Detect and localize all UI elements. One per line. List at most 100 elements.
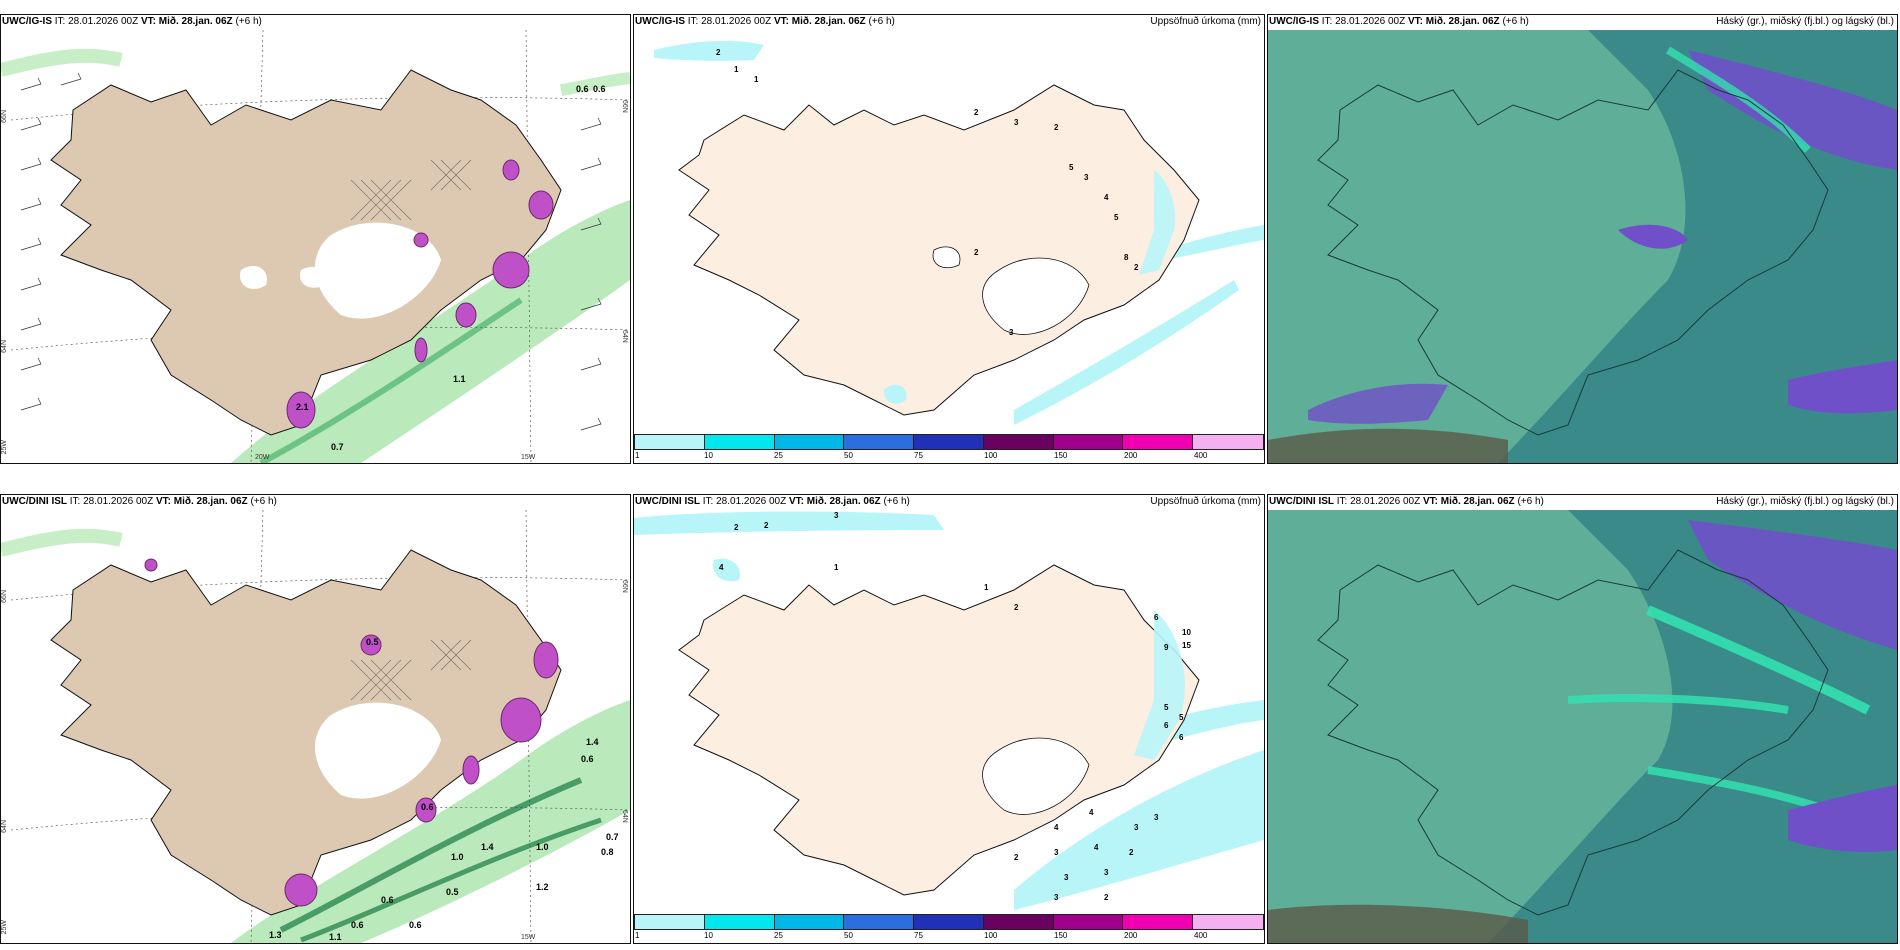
panel-frame (633, 14, 1265, 464)
legend-label: 75 (914, 451, 923, 460)
vt-value: Mið. 28.jan. 06Z (1440, 496, 1515, 507)
map-wind-precip[interactable]: 0.6 0.6 1.1 0.7 2.1 66N 64N 25W 20W 15W … (1, 30, 630, 463)
model-name: UWC/IG-IS (1269, 16, 1319, 27)
value-label: 2 (1134, 263, 1139, 272)
legend-label: 10 (704, 451, 713, 460)
value-label: 1 (754, 75, 759, 84)
value-label: 5 (1114, 213, 1119, 222)
legend-cell (1193, 435, 1264, 449)
legend-cell (1123, 915, 1194, 929)
map-wind-precip[interactable]: 0.5 0.6 1.4 0.6 1.0 1.0 0.8 0.7 0.5 0.6 … (1, 510, 630, 943)
panel-title-right: Uppsöfnuð úrkoma (mm) (1150, 496, 1261, 507)
legend-label: 50 (844, 931, 853, 940)
legend-cell (635, 435, 705, 449)
panel-header: UWC/DINI ISL IT: 28.01.2026 00Z VT: Mið.… (633, 494, 910, 510)
value-label: 4 (1104, 193, 1109, 202)
panel-top-right: UWC/IG-IS IT: 28.01.2026 00Z VT: Mið. 28… (1267, 14, 1898, 464)
map-precip-accum[interactable]: 2 2 3 4 1 1 2 6 9 10 15 5 5 6 6 4 4 3 3 … (634, 510, 1264, 910)
value-label: 0.6 (351, 920, 364, 930)
offset-label: (+6 h) (250, 496, 277, 507)
panel-frame (1267, 494, 1898, 944)
value-label: 10 (1182, 628, 1191, 637)
model-name: UWC/DINI ISL (1269, 496, 1334, 507)
value-label: 1.0 (536, 842, 549, 852)
value-label: 1.0 (451, 852, 464, 862)
value-label: 3 (1104, 868, 1109, 877)
legend-bar (634, 434, 1264, 450)
legend-cell (844, 435, 915, 449)
value-label: 2 (1129, 848, 1134, 857)
legend-cell (1053, 435, 1124, 449)
legend-label: 50 (844, 451, 853, 460)
legend-label: 100 (984, 451, 998, 460)
vt-label: VT: (155, 496, 171, 507)
lon-label-15w: 15W (521, 454, 536, 461)
value-label: 4 (1094, 843, 1099, 852)
legend-label: 1 (635, 931, 640, 940)
legend-cell (704, 435, 775, 449)
lat-label-66n: 66N (1, 110, 8, 123)
iceland-landmass (678, 564, 1200, 896)
value-label: 1 (984, 583, 989, 592)
panel-bottom-left: UWC/DINI ISL IT: 28.01.2026 00Z VT: Mið.… (0, 494, 631, 944)
value-label: 5 (1164, 703, 1169, 712)
lat-label-64n: 64N (1, 340, 8, 353)
panel-frame (0, 14, 631, 464)
lat-label-right-64n: 64N (621, 330, 628, 343)
offset-label: (+6 h) (868, 16, 895, 27)
offset-label: (+6 h) (1517, 496, 1544, 507)
value-label: 0.7 (606, 832, 619, 842)
lat-label-right-66n: 66N (621, 580, 628, 593)
legend-cell (914, 915, 984, 929)
map-precip-accum[interactable]: 2 1 1 2 3 2 5 3 4 5 8 2 2 3 2 (634, 30, 1264, 430)
it-label: IT: (1336, 496, 1348, 507)
legend-cell (635, 915, 705, 929)
it-label: IT: (69, 496, 81, 507)
value-label: 6 (1164, 721, 1169, 730)
map-clouds[interactable] (1268, 30, 1897, 463)
legend-label: 25 (774, 451, 783, 460)
it-value: 28.01.2026 00Z (68, 16, 139, 27)
value-label: 4 (1054, 823, 1059, 832)
value-label: 0.6 (581, 754, 594, 764)
panel-header: UWC/DINI ISL IT: 28.01.2026 00Z VT: Mið.… (1267, 494, 1544, 510)
it-label: IT: (1321, 16, 1333, 27)
legend-cell (914, 435, 984, 449)
lon-label-15w: 15W (521, 934, 536, 941)
panel-title-right: Háský (gr.), miðský (fj.bl.) og lágský (… (1716, 16, 1894, 27)
map-clouds[interactable] (1268, 510, 1897, 943)
value-label: 2 (734, 523, 739, 532)
lat-label-64n: 64N (1, 820, 8, 833)
it-value: 28.01.2026 00Z (83, 496, 154, 507)
value-label: 3 (1009, 328, 1014, 337)
vt-label: VT: (140, 16, 156, 27)
panel-title-right: Uppsöfnuð úrkoma (mm) (1150, 16, 1261, 27)
value-label: 0.7 (331, 442, 344, 452)
legend-label: 150 (1054, 451, 1068, 460)
legend-label: 25 (774, 931, 783, 940)
value-label: 2 (974, 108, 979, 117)
legend-label: 400 (1194, 931, 1208, 940)
vt-value: Mið. 28.jan. 06Z (158, 16, 233, 27)
value-label: 0.6 (593, 84, 606, 94)
value-label: 1.1 (329, 932, 342, 942)
legend-label: 75 (914, 931, 923, 940)
value-label: 1.1 (453, 374, 466, 384)
precip-legend: 1 10 25 50 75 100 150 200 400 (634, 434, 1264, 462)
panel-header: UWC/IG-IS IT: 28.01.2026 00Z VT: Mið. 28… (0, 14, 262, 30)
value-label: 8 (1124, 253, 1129, 262)
panel-frame (0, 494, 631, 944)
it-value: 28.01.2026 00Z (716, 496, 787, 507)
vt-value: Mið. 28.jan. 06Z (791, 16, 866, 27)
offset-label: (+6 h) (235, 16, 262, 27)
lon-label-20w: 20W (255, 454, 270, 461)
legend-cell (983, 435, 1054, 449)
lat-label-66n: 66N (1, 590, 8, 603)
value-label: 0.5 (446, 887, 459, 897)
legend-label: 1 (635, 451, 640, 460)
lon-label-25w: 25W (1, 440, 8, 455)
panel-frame (633, 494, 1265, 944)
value-label: 1 (834, 563, 839, 572)
panel-bottom-middle: UWC/DINI ISL IT: 28.01.2026 00Z VT: Mið.… (633, 494, 1265, 944)
vt-label: VT: (1422, 496, 1438, 507)
